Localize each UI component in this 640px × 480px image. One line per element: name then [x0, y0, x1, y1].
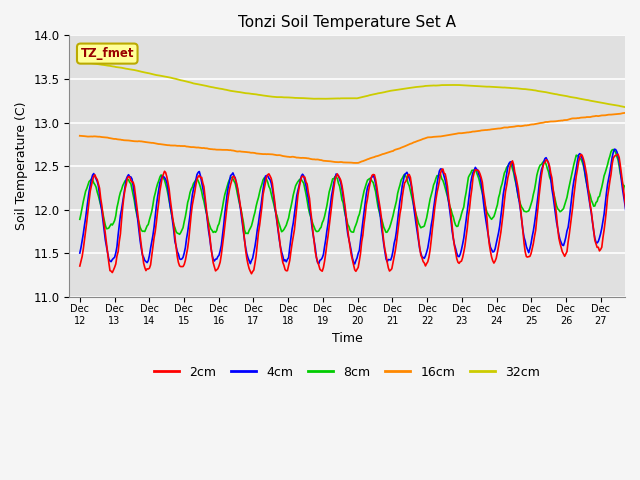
Text: TZ_fmet: TZ_fmet [81, 47, 134, 60]
X-axis label: Time: Time [332, 332, 363, 345]
Y-axis label: Soil Temperature (C): Soil Temperature (C) [15, 102, 28, 230]
Legend: 2cm, 4cm, 8cm, 16cm, 32cm: 2cm, 4cm, 8cm, 16cm, 32cm [149, 360, 545, 384]
Title: Tonzi Soil Temperature Set A: Tonzi Soil Temperature Set A [238, 15, 456, 30]
